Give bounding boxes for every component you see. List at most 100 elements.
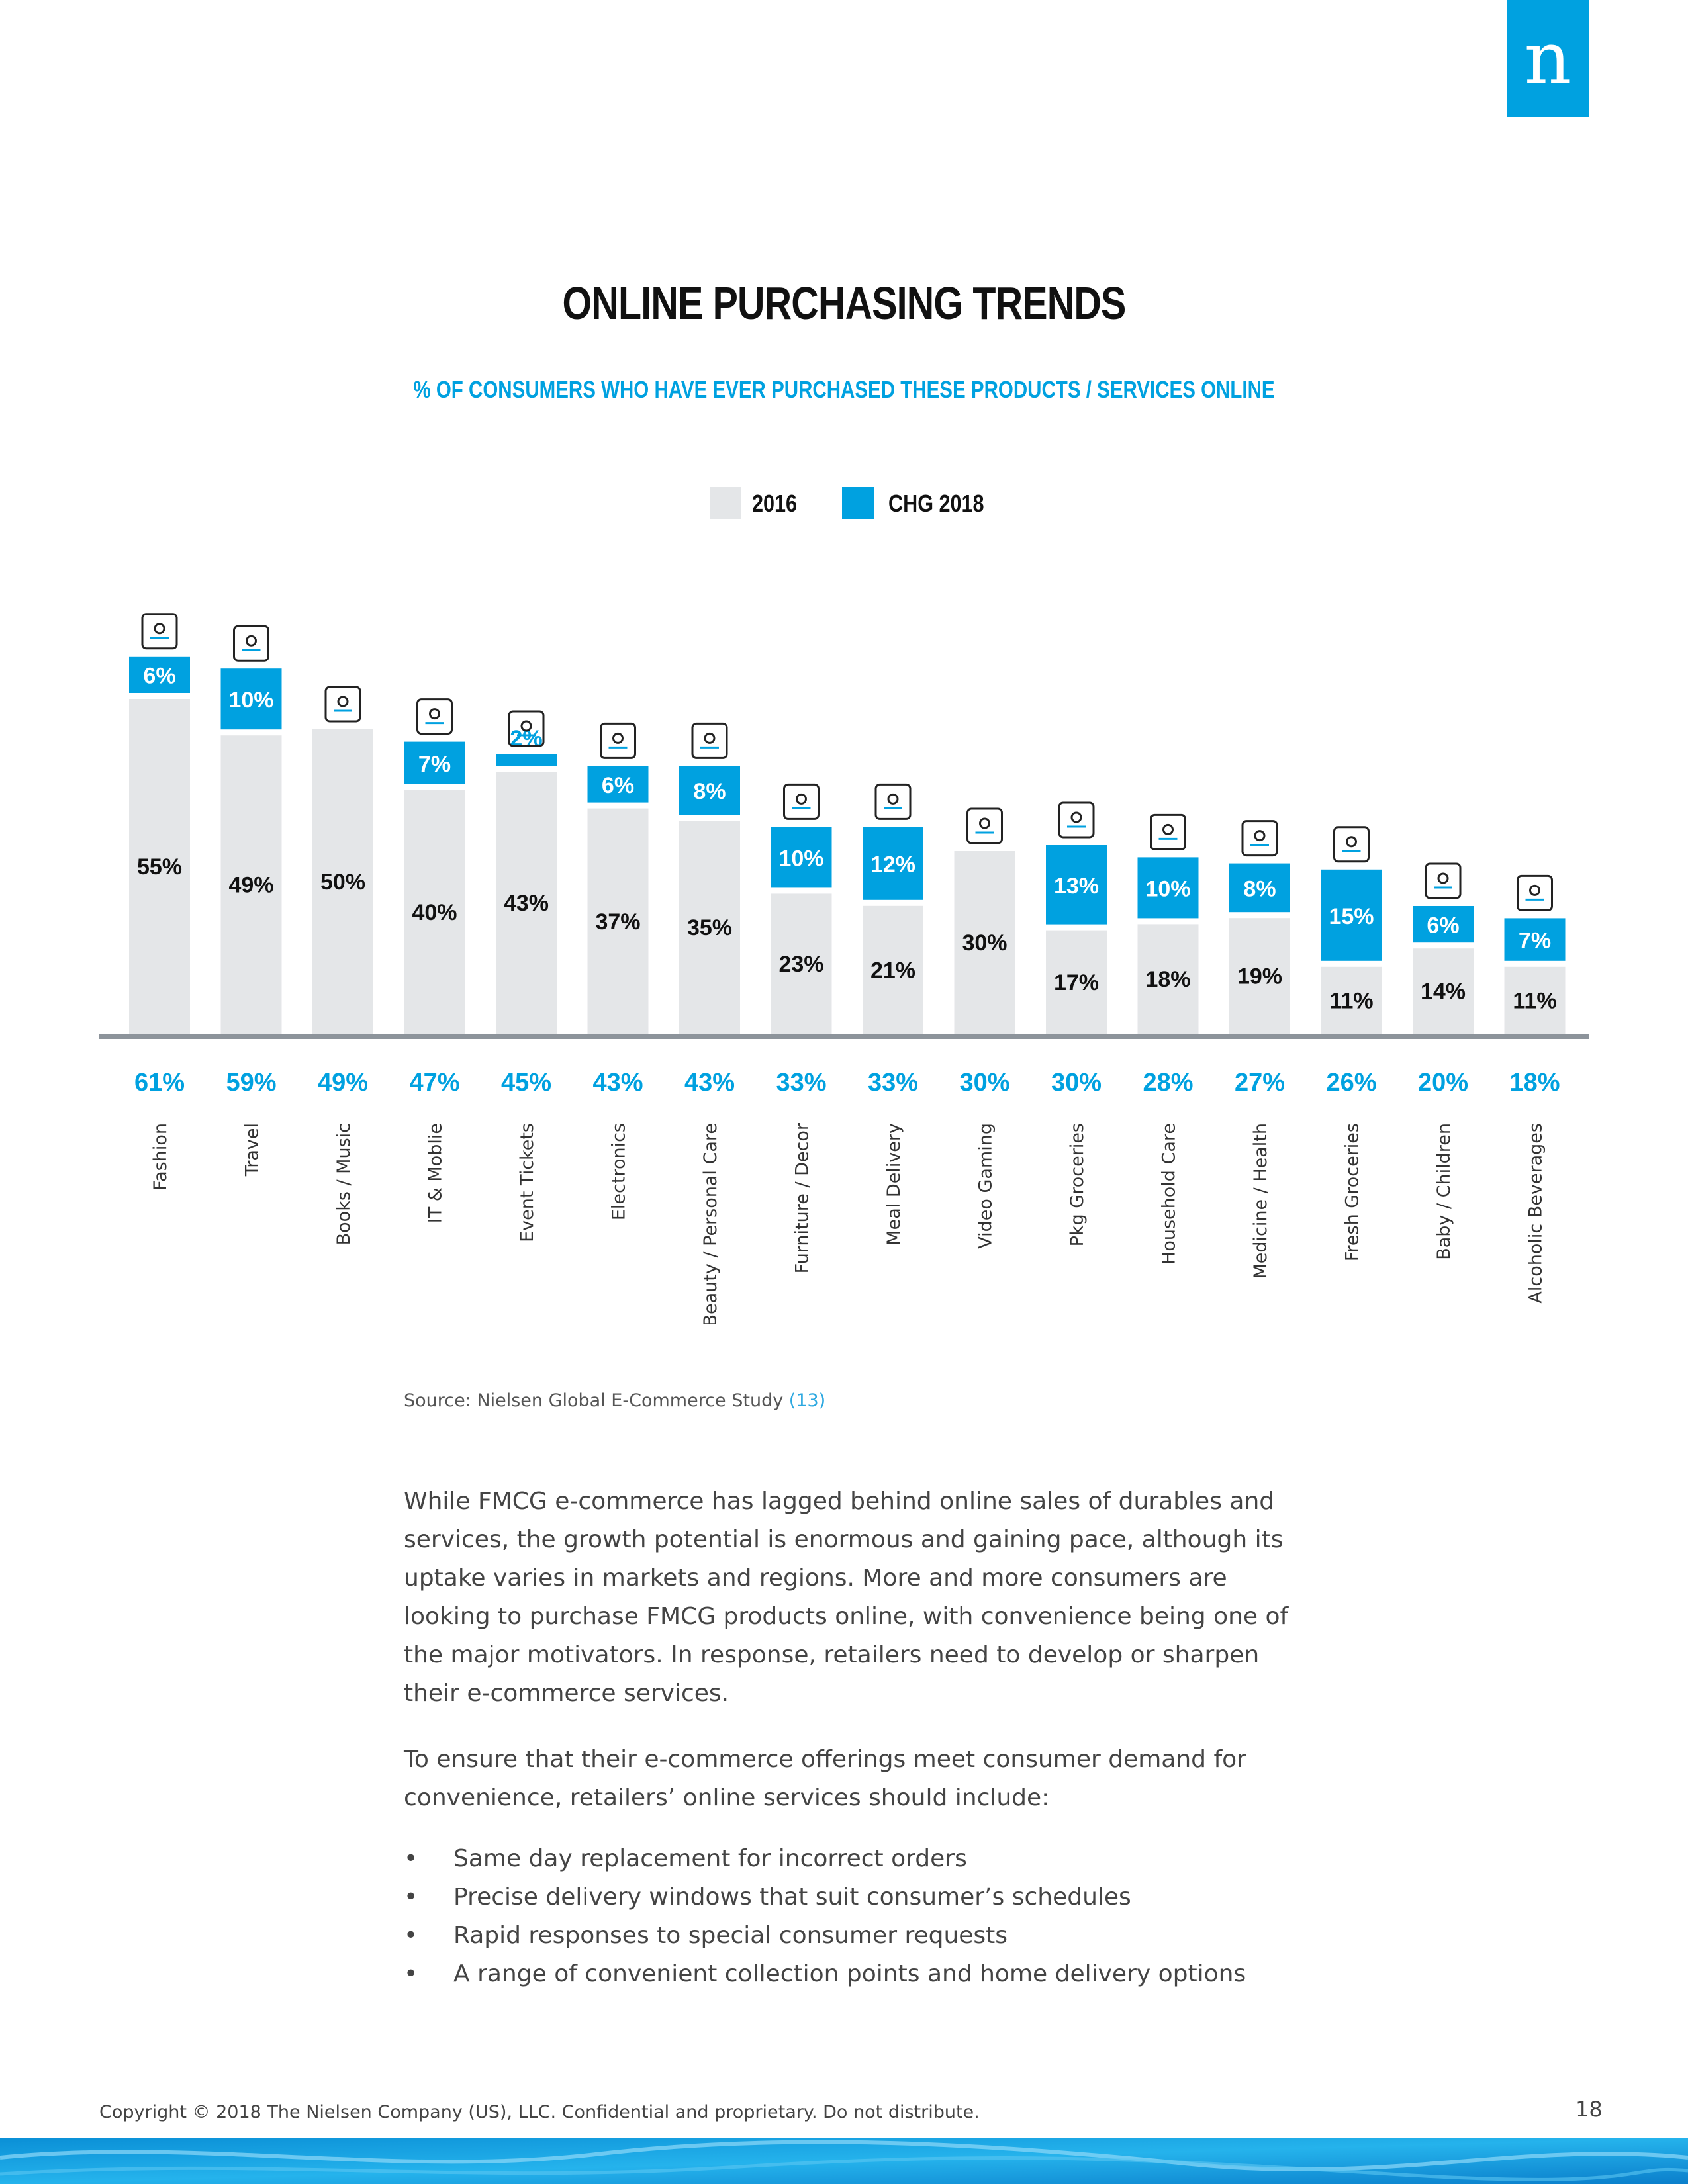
bar-2016 xyxy=(1137,924,1199,1034)
bar-2016 xyxy=(1413,948,1474,1034)
grocery-bag-icon xyxy=(1058,801,1095,839)
bar-2016 xyxy=(1046,930,1107,1034)
bar-chg-2018 xyxy=(863,827,923,900)
total-label: 45% xyxy=(501,1069,551,1097)
category-label: Alcoholic Beverages xyxy=(1526,1123,1546,1304)
theater-icon xyxy=(508,710,545,747)
list-item-text: Same day replacement for incorrect order… xyxy=(453,1845,967,1872)
decorative-wave-band xyxy=(0,2138,1688,2184)
spray-bottle-icon xyxy=(1150,813,1186,850)
total-label: 26% xyxy=(1326,1069,1376,1097)
plane-icon xyxy=(233,625,269,662)
bullet-icon: • xyxy=(404,1884,418,1911)
book-music-icon xyxy=(324,686,361,723)
bar-label-2016: 19% xyxy=(1237,964,1282,989)
bar-2016 xyxy=(954,851,1015,1034)
medicine-jar-icon xyxy=(1241,820,1278,857)
bar-label-2016: 43% xyxy=(504,891,549,916)
bar-chg-2018 xyxy=(679,766,740,815)
bar-2016 xyxy=(863,905,923,1034)
category-label: Books / Music xyxy=(334,1123,354,1245)
total-label: 43% xyxy=(684,1069,735,1097)
bar-label-chg-2018: 12% xyxy=(870,852,915,878)
bar-label-chg-2018: 7% xyxy=(418,752,451,777)
nielsen-logo: n xyxy=(1507,0,1589,117)
bar-2016 xyxy=(404,790,465,1034)
list-item: • A range of convenient collection points… xyxy=(404,1955,1246,1993)
category-label: Baby / Children xyxy=(1434,1123,1454,1260)
bar-label-chg-2018: 6% xyxy=(1427,913,1459,938)
total-label: 33% xyxy=(868,1069,918,1097)
source-ref-link[interactable]: (13) xyxy=(788,1390,826,1411)
total-label: 49% xyxy=(318,1069,368,1097)
devices-icon xyxy=(600,722,636,759)
bar-label-2016: 40% xyxy=(412,900,457,925)
total-label: 59% xyxy=(226,1069,276,1097)
body-paragraph-2: To ensure that their e-commerce offering… xyxy=(404,1746,1246,1811)
list-item: • Same day replacement for incorrect orde… xyxy=(404,1840,1246,1878)
bar-label-chg-2018: 7% xyxy=(1519,929,1551,954)
bullet-icon: • xyxy=(404,1960,418,1987)
list-item-text: Precise delivery windows that suit consu… xyxy=(453,1884,1131,1911)
chart-title: ONLINE PURCHASING TRENDS xyxy=(562,277,1127,329)
legend-swatch-2016 xyxy=(710,487,741,519)
list-item: • Precise delivery windows that suit cons… xyxy=(404,1878,1246,1917)
bar-label-2016: 17% xyxy=(1054,970,1099,995)
total-label: 30% xyxy=(1051,1069,1102,1097)
bar-chg-2018 xyxy=(220,668,282,730)
source-text: Source: Nielsen Global E-Commerce Study xyxy=(404,1390,784,1411)
category-label: Household Care xyxy=(1159,1123,1180,1265)
total-label: 30% xyxy=(959,1069,1009,1097)
total-label: 20% xyxy=(1418,1069,1468,1097)
bar-2016 xyxy=(1229,918,1290,1034)
bar-2016 xyxy=(312,729,373,1034)
bar-label-2016: 49% xyxy=(228,873,273,898)
bar-label-2016: 21% xyxy=(870,958,915,983)
x-axis-baseline xyxy=(99,1034,1589,1039)
bar-chart: 6% 55% 61% Fashion 10% 49% 59% Travel 50% 49% Book… xyxy=(99,613,1589,1324)
bar-chg-2018 xyxy=(1046,845,1107,925)
bar-chg-2018 xyxy=(1321,869,1382,961)
list-item: • Rapid responses to special consumer req… xyxy=(404,1917,1246,1955)
bar-label-2016: 35% xyxy=(687,915,732,940)
bar-label-chg-2018: 8% xyxy=(693,779,726,804)
category-label: Travel xyxy=(242,1123,263,1177)
bar-chg-2018 xyxy=(1137,857,1199,919)
list-item-text: A range of convenient collection points … xyxy=(453,1960,1246,1987)
bar-label-chg-2018: 13% xyxy=(1054,874,1099,899)
bar-label-chg-2018: 6% xyxy=(602,773,634,798)
bar-label-2016: 11% xyxy=(1513,988,1556,1013)
category-label: Furniture / Decor xyxy=(792,1122,813,1273)
meal-box-icon xyxy=(874,783,912,820)
category-label: Event Tickets xyxy=(517,1123,538,1242)
bar-chg-2018 xyxy=(404,741,465,784)
bar-2016 xyxy=(771,893,832,1034)
bar-chg-2018 xyxy=(496,754,557,766)
category-label: Beauty / Personal Care xyxy=(700,1123,721,1324)
bar-label-chg-2018: 10% xyxy=(1145,876,1190,901)
bar-chg-2018 xyxy=(1229,863,1290,913)
total-label: 61% xyxy=(134,1069,185,1097)
bar-chg-2018 xyxy=(587,766,649,803)
category-label: Meal Delivery xyxy=(884,1123,904,1246)
bar-2016 xyxy=(587,808,649,1034)
vegetables-icon xyxy=(1333,826,1370,863)
bar-chg-2018 xyxy=(1504,918,1566,961)
legend-label-2016: 2016 xyxy=(752,490,798,517)
category-label: Electronics xyxy=(609,1123,630,1220)
bar-label-chg-2018: 6% xyxy=(143,663,175,688)
category-label: Pkg Groceries xyxy=(1067,1123,1088,1246)
total-label: 27% xyxy=(1235,1069,1285,1097)
legend-swatch-chg-2018 xyxy=(842,487,874,519)
baby-food-icon xyxy=(1425,862,1462,899)
compact-mirror-icon xyxy=(691,722,728,759)
bar-label-2016: 37% xyxy=(595,909,640,934)
bar-label-2016: 11% xyxy=(1329,988,1373,1013)
bar-label-2016: 18% xyxy=(1145,967,1190,992)
bar-label-chg-2018: 10% xyxy=(228,688,273,713)
armchair-icon xyxy=(783,783,820,820)
bar-label-2016: 50% xyxy=(320,870,365,895)
bottles-icon xyxy=(1517,874,1553,911)
total-label: 47% xyxy=(409,1069,459,1097)
bullet-icon: • xyxy=(404,1922,418,1949)
